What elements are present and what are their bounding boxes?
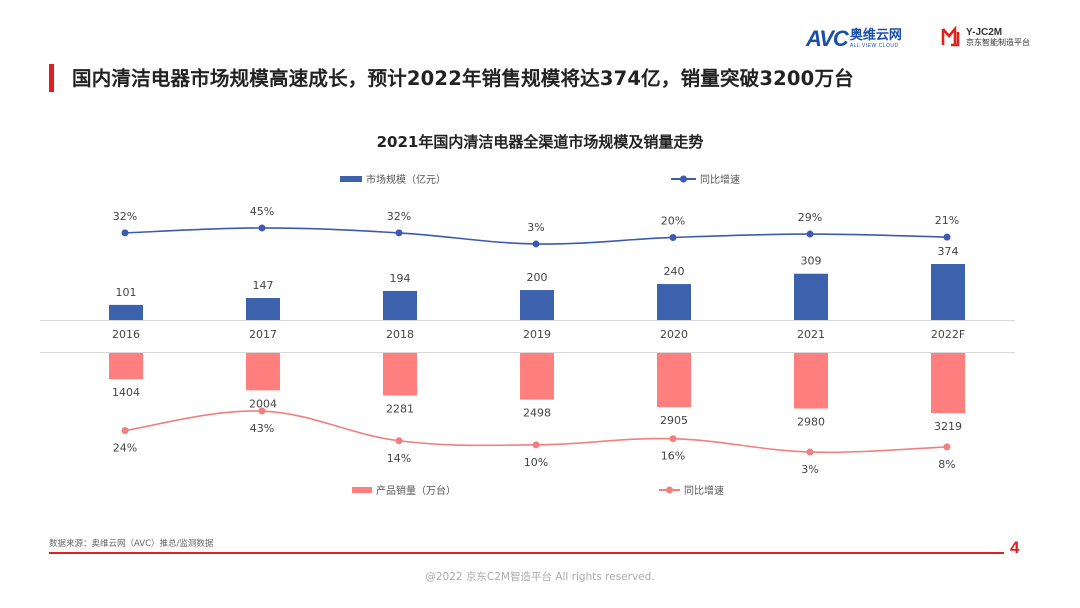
point-growth-scale-2018: [395, 229, 403, 237]
point-growth-volume-2021: [806, 448, 814, 456]
c2m-logo: Y-JC2M 京东智能制造平台: [940, 26, 1030, 48]
label-growth-volume-2016: 24%: [113, 442, 137, 455]
point-growth-scale-2022F: [943, 233, 951, 241]
legend-marker-growth-bottom: [666, 486, 673, 494]
tick-label-2019: 2019: [523, 328, 551, 341]
c2m-logo-sub: 京东智能制造平台: [966, 37, 1030, 47]
chart-title: 2021年国内清洁电器全渠道市场规模及销量走势: [376, 133, 704, 151]
point-growth-scale-2017: [258, 224, 266, 232]
footer-divider: [49, 552, 1004, 554]
point-growth-volume-2020: [669, 435, 677, 443]
legend-swatch-volume: [352, 487, 372, 493]
point-growth-scale-2021: [806, 230, 814, 238]
label-scale-2021: 309: [801, 255, 822, 268]
legend-marker-growth-top: [680, 175, 687, 183]
label-growth-scale-2020: 20%: [661, 214, 685, 227]
tick-label-2016: 2016: [112, 328, 140, 341]
bar-volume-2022F: [931, 353, 965, 413]
label-growth-scale-2016: 32%: [113, 210, 137, 223]
tick-label-2018: 2018: [386, 328, 414, 341]
c2m-logo-icon: [941, 26, 960, 47]
label-growth-scale-2021: 29%: [798, 211, 822, 224]
bar-volume-2021: [794, 353, 828, 409]
legend-label-growth-top: 同比增速: [700, 173, 740, 186]
label-growth-scale-2018: 32%: [387, 210, 411, 223]
label-scale-2022F: 374: [938, 245, 959, 258]
copyright: @2022 京东C2M智造平台 All rights reserved.: [425, 571, 655, 583]
label-growth-volume-2021: 3%: [801, 463, 818, 476]
avc-logo-text: AVC: [806, 26, 849, 51]
avc-logo-cn-block: 奥维云网 ALL VIEW CLOUD: [849, 28, 902, 50]
bar-volume-2018: [383, 353, 417, 396]
point-growth-volume-2019: [532, 441, 540, 449]
tick-label-2021: 2021: [797, 328, 825, 341]
label-scale-2017: 147: [253, 279, 274, 292]
point-growth-volume-2018: [395, 437, 403, 445]
point-growth-scale-2020: [669, 233, 677, 241]
label-volume-2020: 2905: [660, 414, 688, 427]
title-accent-bar: [49, 64, 54, 92]
avc-logo-cn: 奥维云网: [849, 28, 902, 43]
avc-logo-sub: ALL VIEW CLOUD: [849, 43, 899, 49]
point-growth-scale-2016: [121, 229, 129, 237]
label-growth-scale-2022F: 21%: [935, 214, 959, 227]
label-volume-2017: 2004: [249, 397, 277, 410]
legend-label-growth-bottom: 同比增速: [684, 484, 724, 497]
page-title: 国内清洁电器市场规模高速成长，预计2022年销售规模将达374亿，销量突破320…: [72, 67, 854, 90]
point-growth-volume-2022F: [943, 443, 951, 451]
c2m-logo-title: Y-JC2M: [966, 26, 1003, 38]
point-growth-scale-2019: [532, 240, 540, 248]
label-volume-2016: 1404: [112, 386, 140, 399]
bar-volume-2020: [657, 353, 691, 408]
label-growth-volume-2020: 16%: [661, 450, 685, 463]
point-growth-volume-2017: [258, 407, 266, 415]
legend-label-volume: 产品销量（万台）: [376, 484, 456, 497]
label-scale-2020: 240: [664, 265, 685, 278]
tick-label-2017: 2017: [249, 328, 277, 341]
label-volume-2021: 2980: [797, 416, 825, 429]
bar-scale-2017: [246, 297, 280, 320]
bar-scale-2020: [657, 284, 691, 320]
label-growth-scale-2017: 45%: [250, 205, 274, 218]
label-growth-volume-2018: 14%: [387, 452, 411, 465]
label-volume-2022F: 3219: [934, 420, 962, 433]
legend-swatch-scale: [340, 176, 362, 182]
point-growth-volume-2016: [121, 427, 129, 434]
bar-scale-2018: [383, 290, 417, 320]
tick-label-2020: 2020: [660, 328, 688, 341]
bar-scale-2022F: [931, 264, 965, 320]
c2m-logo-text: Y-JC2M 京东智能制造平台: [966, 27, 1030, 48]
label-volume-2019: 2498: [523, 407, 551, 420]
label-scale-2016: 101: [116, 286, 137, 299]
label-volume-2018: 2281: [386, 403, 414, 416]
tick-label-2022F: 2022F: [931, 328, 965, 341]
label-scale-2019: 200: [527, 271, 548, 284]
legend-label-scale: 市场规模（亿元）: [366, 173, 446, 186]
label-scale-2018: 194: [390, 272, 411, 285]
label-growth-volume-2017: 43%: [250, 422, 274, 435]
bar-volume-2019: [520, 353, 554, 400]
bar-volume-2017: [246, 353, 280, 391]
label-growth-scale-2019: 3%: [527, 221, 544, 234]
label-growth-volume-2022F: 8%: [938, 458, 955, 471]
avc-logo: AVC 奥维云网 ALL VIEW CLOUD: [806, 26, 902, 52]
bar-volume-2016: [109, 353, 143, 380]
bar-scale-2016: [109, 304, 143, 320]
page-number: 4: [1010, 538, 1020, 557]
bar-scale-2019: [520, 290, 554, 320]
data-source: 数据来源：奥维云网（AVC）推总/监测数据: [49, 539, 214, 549]
bar-scale-2021: [794, 273, 828, 320]
label-growth-volume-2019: 10%: [524, 456, 548, 469]
